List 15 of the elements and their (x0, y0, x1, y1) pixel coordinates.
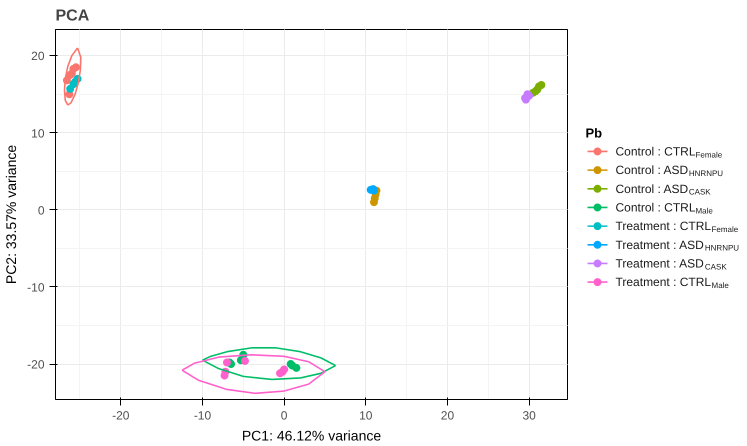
x-tick-label: 20 (440, 408, 454, 422)
x-tick-label: -20 (112, 408, 130, 422)
y-tick-label: 0 (38, 203, 45, 218)
x-tick-label: -10 (194, 408, 212, 422)
x-tick-label: 10 (359, 408, 373, 422)
y-tick-label: -20 (27, 358, 45, 372)
y-tick-label: 10 (31, 126, 45, 140)
legend-title: Pb (586, 126, 602, 141)
x-tick-label: 0 (280, 408, 288, 422)
chart-title: PCA (56, 8, 90, 24)
x-axis-title: PC1: 46.12% variance (242, 428, 382, 444)
y-axis-title: PC2: 33.57% variance (3, 144, 20, 284)
y-tick-label: 20 (31, 49, 45, 64)
x-tick-label: 30 (522, 408, 536, 422)
y-tick-label: -10 (27, 280, 45, 294)
